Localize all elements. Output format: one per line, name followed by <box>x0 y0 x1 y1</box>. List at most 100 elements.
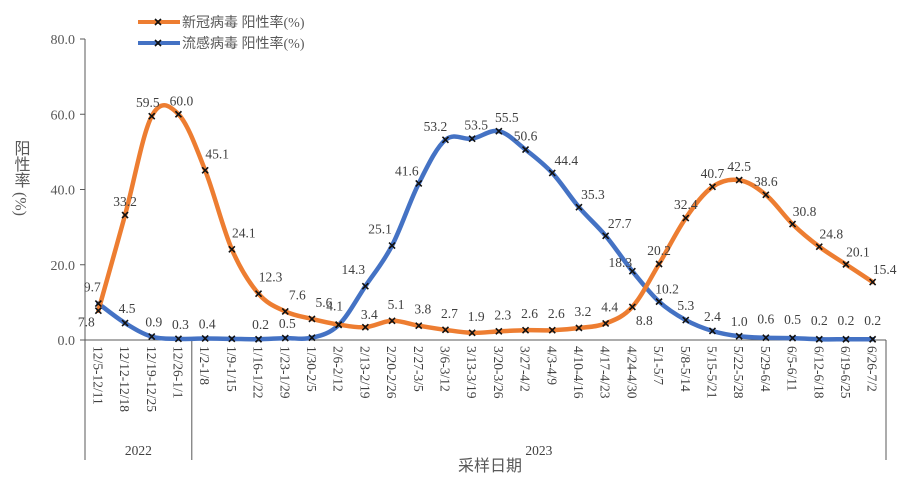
y-tick-label: 0.0 <box>58 334 76 349</box>
data-point-marker <box>575 324 583 332</box>
data-point-marker <box>148 112 156 120</box>
data-point-marker <box>788 220 797 228</box>
data-point-marker <box>655 260 663 268</box>
data-label: 5.6 <box>316 295 333 310</box>
data-point-marker <box>548 169 556 177</box>
data-point-marker <box>308 315 316 323</box>
x-tick-label: 4/24-4/30 <box>624 346 639 399</box>
x-tick-label: 2/27-3/5 <box>411 346 426 392</box>
legend-label-covid: 新冠病毒 阳性率(%) <box>182 14 305 31</box>
data-label: 3.8 <box>414 302 431 317</box>
x-tick-label: 1/9-1/15 <box>224 346 239 392</box>
data-label: 15.4 <box>873 262 897 277</box>
data-label: 0.6 <box>757 312 774 327</box>
data-label: 5.3 <box>677 298 694 313</box>
flu-series-line <box>96 128 875 342</box>
data-point-marker <box>521 326 530 334</box>
data-label: 1.0 <box>731 314 748 329</box>
data-label: 0.5 <box>279 316 296 331</box>
data-label: 2.3 <box>494 307 511 322</box>
x-tick-label: 3/6-3/12 <box>437 346 452 392</box>
data-point-marker <box>708 327 717 335</box>
data-label: 50.6 <box>514 129 538 144</box>
x-tick-label: 1/2-1/8 <box>197 346 212 385</box>
data-point-marker <box>388 317 396 325</box>
data-label: 53.5 <box>464 118 488 133</box>
data-point-marker <box>495 127 503 135</box>
data-point-marker <box>735 332 743 340</box>
data-label: 2.6 <box>521 306 538 321</box>
data-point-marker <box>228 335 236 343</box>
data-label: 2.7 <box>441 306 458 321</box>
data-label: 38.6 <box>754 174 778 189</box>
data-point-marker <box>254 290 263 298</box>
x-tick-label: 1/23-1/29 <box>277 346 292 399</box>
legend-label-flu: 流感病毒 阳性率(%) <box>182 35 305 52</box>
legend-marker-icon <box>154 18 162 26</box>
data-labels: 9.7 4.5 0.9 0.3 0.4 0.2 0.5 14.3 25.1 41.6 53.2 53.… <box>78 93 897 332</box>
data-point-marker <box>228 245 236 253</box>
data-label: 40.7 <box>701 166 725 181</box>
data-label: 59.5 <box>136 95 160 110</box>
data-point-marker <box>788 334 797 342</box>
data-point-marker <box>468 135 476 143</box>
y-tick-label: 20.0 <box>51 259 76 274</box>
data-point-marker <box>602 319 610 328</box>
x-tick-label: 12/12-12/18 <box>117 346 132 412</box>
data-point-marker <box>762 191 770 199</box>
x-axis: 12/5-12/11 12/12-12/18 12/19-12/25 12/26-1/… <box>84 339 887 460</box>
data-point-marker <box>361 282 369 290</box>
data-label: 24.1 <box>232 225 256 240</box>
x-tick-label: 6/12-6/18 <box>811 346 826 399</box>
data-point-marker <box>682 214 690 222</box>
data-label: 5.1 <box>388 297 405 312</box>
data-point-marker <box>121 319 129 327</box>
x-tick-label: 2/6-2/12 <box>331 346 346 392</box>
x-tick-label: 3/13-3/19 <box>464 346 479 399</box>
data-label: 33.2 <box>113 194 137 209</box>
x-tick-label: 6/19-6/25 <box>838 346 853 399</box>
data-label: 4.4 <box>601 299 618 314</box>
x-tick-label: 5/22-5/28 <box>731 346 746 399</box>
data-point-marker <box>308 334 316 342</box>
x-tick-label: 12/26-1/1 <box>170 346 185 399</box>
data-label: 14.3 <box>342 262 366 277</box>
x-tick-label: 1/16-1/22 <box>251 346 266 399</box>
data-point-marker <box>441 136 450 144</box>
data-point-marker <box>682 316 690 324</box>
data-label: 4.1 <box>326 299 343 314</box>
y-axis: 0.0 20.0 40.0 60.0 80.0 <box>51 33 86 349</box>
y-axis-title: 阳性率 (%) <box>12 140 31 216</box>
data-point-marker <box>762 334 770 342</box>
x-tick-label: 6/26-7/2 <box>865 346 880 392</box>
data-label: 20.2 <box>647 243 671 258</box>
data-label: 12.3 <box>259 270 283 285</box>
data-point-marker <box>468 329 476 337</box>
y-tick-label: 40.0 <box>51 184 76 199</box>
data-point-marker <box>335 321 343 329</box>
data-label: 4.5 <box>119 301 136 316</box>
data-point-marker <box>201 166 209 174</box>
data-point-marker <box>121 211 129 219</box>
data-label: 7.8 <box>78 315 95 330</box>
data-point-marker <box>655 298 663 306</box>
data-label: 2.4 <box>704 309 721 324</box>
data-point-marker <box>441 326 450 334</box>
data-point-marker <box>842 260 850 268</box>
data-label: 25.1 <box>368 222 392 237</box>
data-point-marker <box>628 267 636 275</box>
x-tick-label: 4/10-4/16 <box>571 346 586 399</box>
data-label: 35.3 <box>581 187 605 202</box>
x-tick-label: 6/5-6/11 <box>785 346 800 391</box>
data-point-marker <box>708 183 717 191</box>
data-label: 32.4 <box>674 197 698 212</box>
year-group-label: 2023 <box>525 443 552 458</box>
data-label: 3.2 <box>575 304 592 319</box>
x-tick-label: 2/20-2/26 <box>384 346 399 399</box>
x-axis-title: 采样日期 <box>458 457 522 475</box>
data-label: 0.9 <box>145 315 162 330</box>
data-label: 8.8 <box>636 313 653 328</box>
data-point-marker <box>174 110 183 118</box>
data-label: 24.8 <box>819 227 843 242</box>
